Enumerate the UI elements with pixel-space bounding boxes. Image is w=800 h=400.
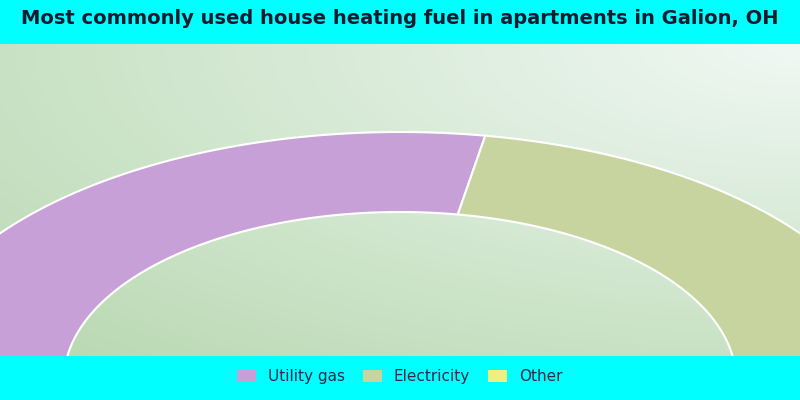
Text: Most commonly used house heating fuel in apartments in Galion, OH: Most commonly used house heating fuel in… xyxy=(22,8,778,28)
Text: City-Data.com: City-Data.com xyxy=(627,62,717,74)
PathPatch shape xyxy=(458,136,800,364)
Legend: Utility gas, Electricity, Other: Utility gas, Electricity, Other xyxy=(231,363,569,390)
PathPatch shape xyxy=(734,357,800,380)
PathPatch shape xyxy=(0,132,486,380)
